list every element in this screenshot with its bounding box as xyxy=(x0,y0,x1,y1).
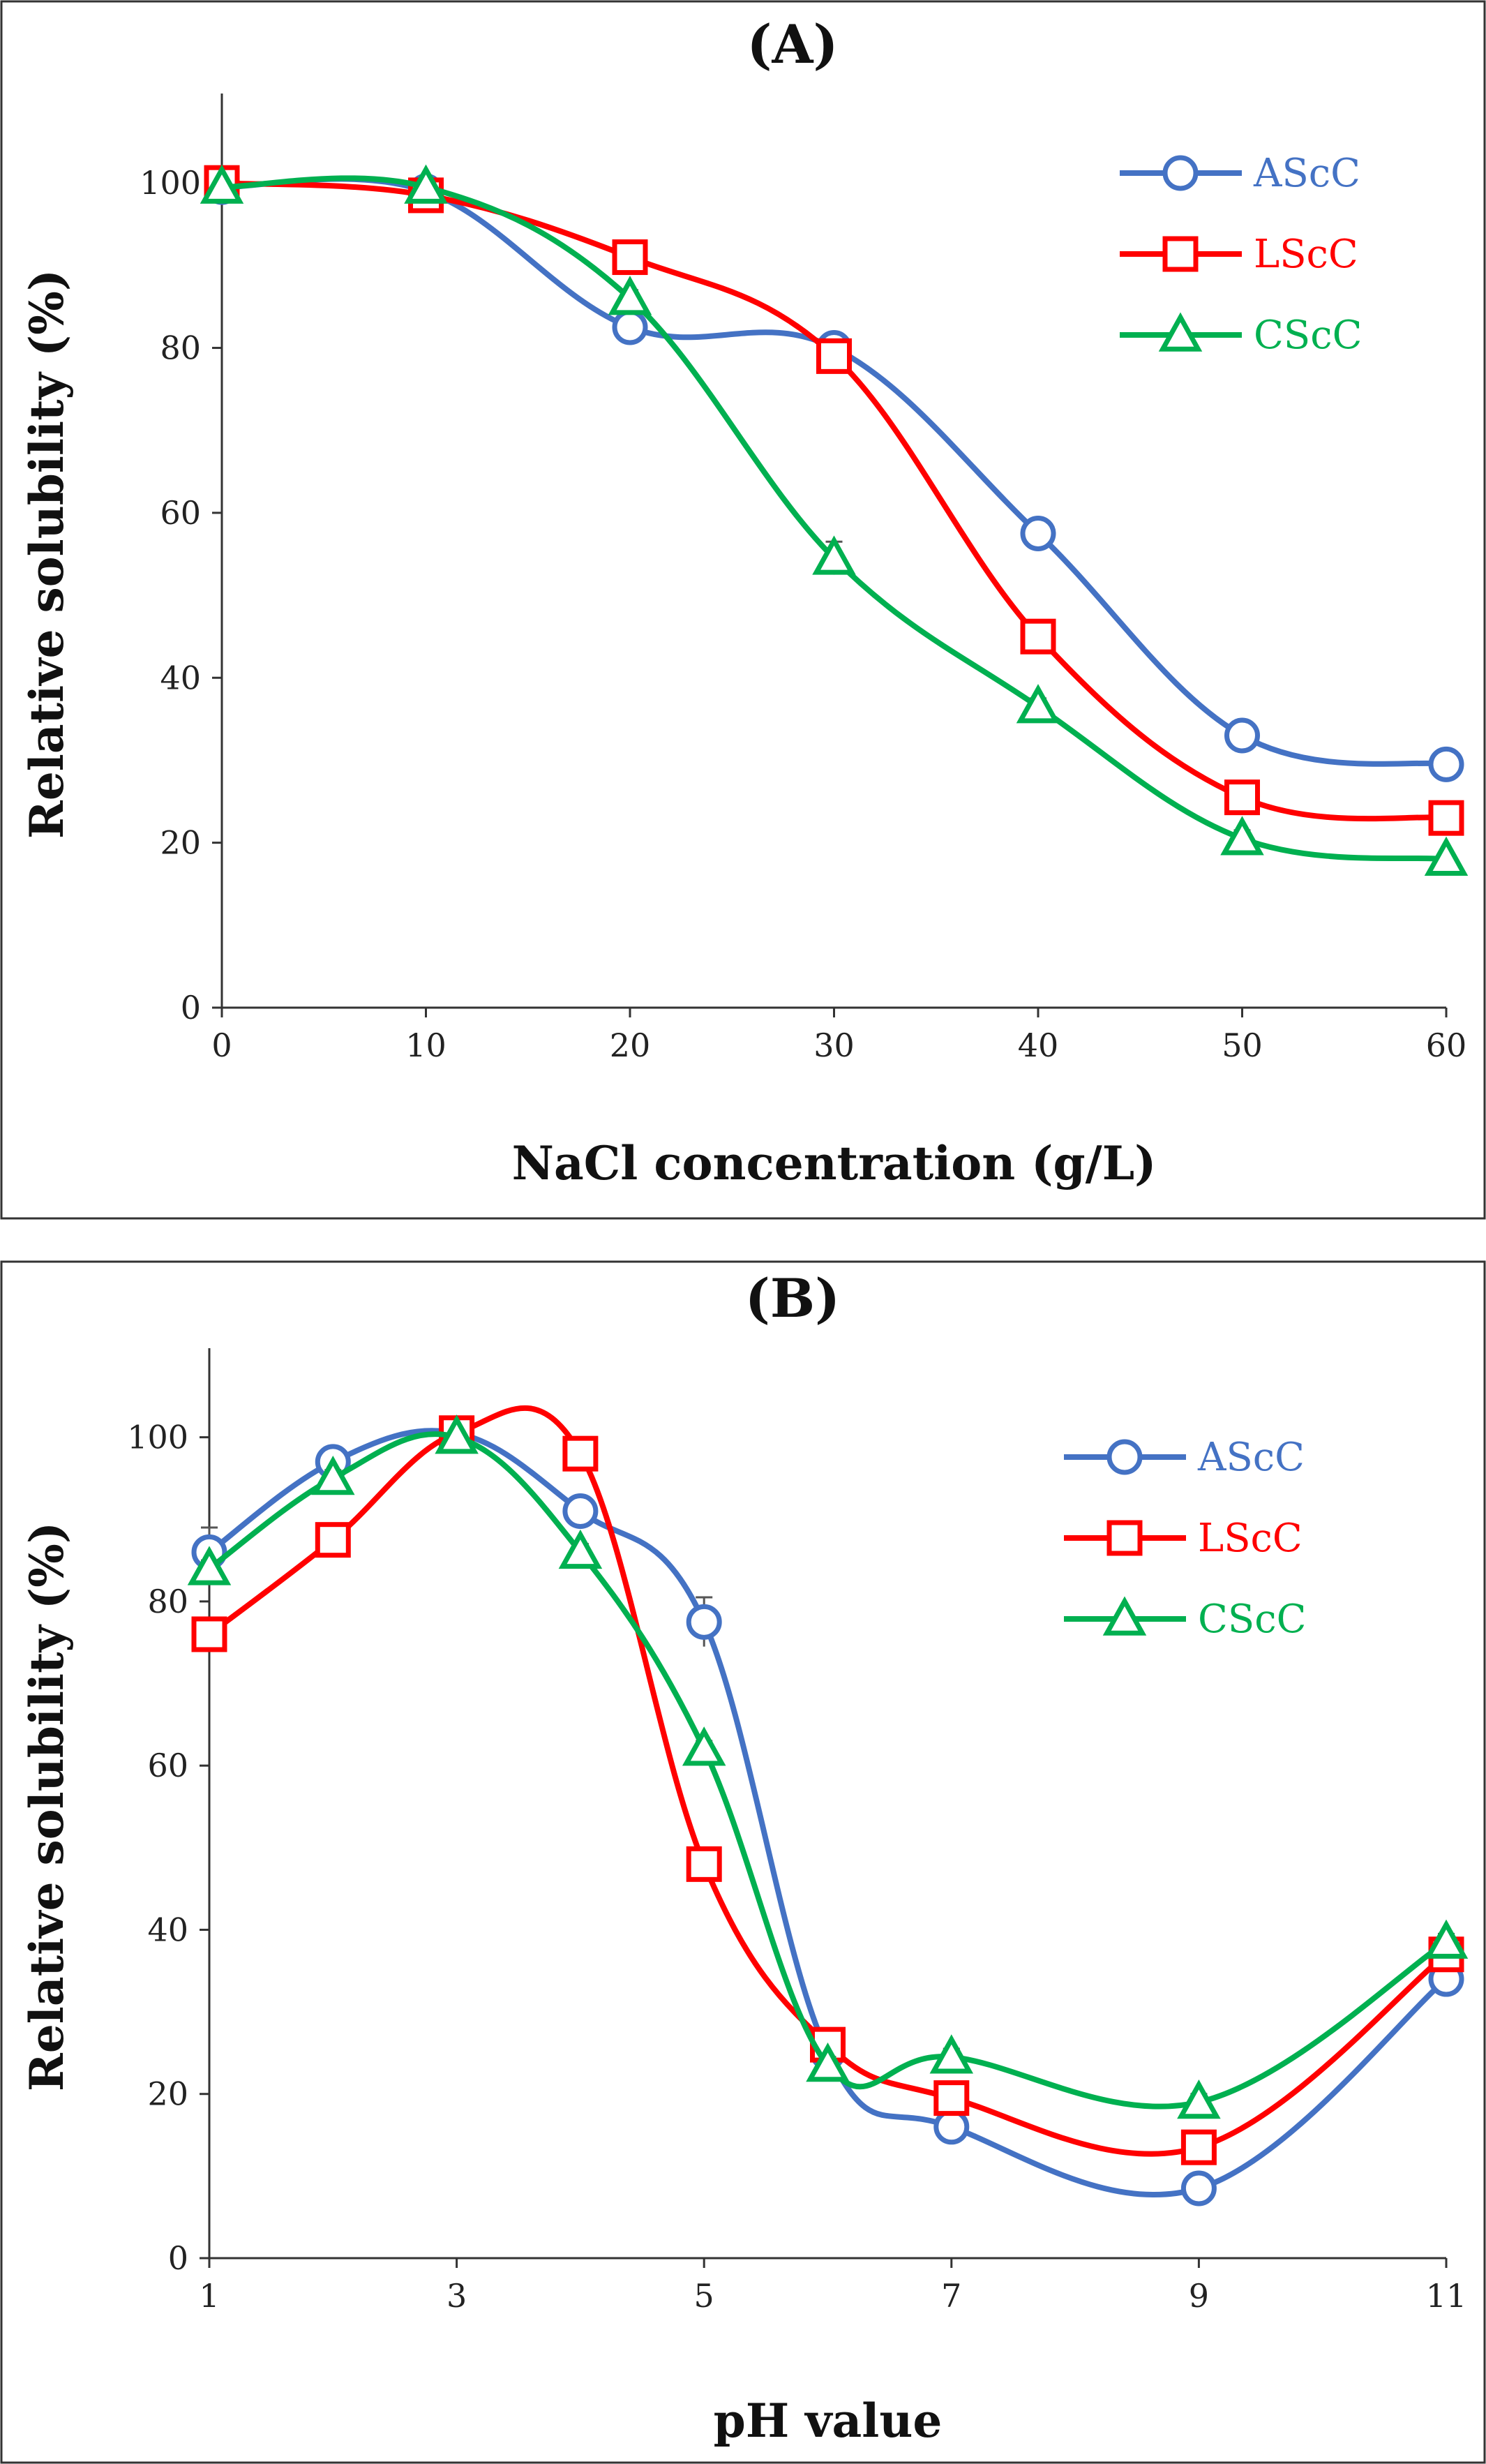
y-tick-label: 100 xyxy=(140,164,201,202)
legend-label-CScC: CScC xyxy=(1198,1597,1306,1642)
y-axis-label: Relative solubility (%) xyxy=(20,1522,74,2091)
x-tick-label: 30 xyxy=(813,1026,855,1064)
data-point-AScC xyxy=(1224,717,1260,754)
data-point-CScC xyxy=(806,2043,850,2082)
x-tick-label: 7 xyxy=(941,2277,961,2315)
data-point-CScC xyxy=(812,535,856,575)
data-point-CScC xyxy=(1016,684,1060,724)
series-CScC xyxy=(187,1414,1469,2119)
legend-label-CScC: CScC xyxy=(1254,313,1362,358)
chart-panel-b: (B) 0 20 40 60 80 100 1 3 5 7 9 11 pH value Relative s… xyxy=(0,1260,1486,2464)
data-point-CScC xyxy=(435,1414,479,1454)
y-tick-label: 40 xyxy=(147,1911,188,1948)
data-point-CScC xyxy=(1424,1919,1469,1959)
legend-label-AScC: AScC xyxy=(1197,1435,1305,1480)
data-point-LScC xyxy=(1020,618,1056,655)
chart-panel-a: (A) 0 20 40 60 80 100 0 10 20 30 40 50 60 NaCl concent… xyxy=(0,0,1486,1220)
x-tick-label: 11 xyxy=(1426,2277,1467,2315)
data-point-LScC xyxy=(933,2080,970,2116)
y-tick-label: 60 xyxy=(160,494,201,532)
y-axis-label: Relative solubility (%) xyxy=(20,269,74,839)
data-point-CScC xyxy=(311,1455,355,1495)
y-tick-label: 80 xyxy=(147,1583,188,1620)
data-point-LScC xyxy=(686,1846,722,1882)
series-line-AScC xyxy=(207,1428,1448,2198)
data-point-CScC xyxy=(1177,2079,1221,2119)
x-tick-label: 50 xyxy=(1222,1026,1263,1064)
x-axis-label: NaCl concentration (g/L) xyxy=(512,1136,1157,1190)
data-point-AScC xyxy=(562,1493,599,1530)
y-tick-label: 0 xyxy=(168,2239,188,2277)
series-line-CScC xyxy=(221,175,1447,863)
data-point-AScC xyxy=(612,309,648,345)
legend-marker-LScC xyxy=(1106,1520,1143,1556)
data-point-CScC xyxy=(682,1726,726,1766)
legend-label-LScC: LScC xyxy=(1254,232,1358,277)
legend: AScC LScC CScC xyxy=(1120,151,1362,358)
data-point-CScC xyxy=(1220,816,1264,856)
data-point-AScC xyxy=(1020,515,1056,551)
data-point-LScC xyxy=(816,338,852,374)
y-tick-label: 20 xyxy=(160,824,201,862)
data-point-AScC xyxy=(1180,2170,1217,2207)
data-point-LScC xyxy=(191,1616,227,1652)
data-point-LScC xyxy=(1428,800,1464,836)
data-point-CScC xyxy=(608,276,652,315)
y-tick-label: 60 xyxy=(147,1747,188,1784)
data-point-AScC xyxy=(686,1604,722,1640)
data-point-CScC xyxy=(404,164,448,204)
panel-frame xyxy=(0,0,1486,1220)
x-tick-label: 20 xyxy=(610,1026,651,1064)
x-tick-label: 3 xyxy=(446,2277,467,2315)
y-tick-label: 20 xyxy=(147,2075,188,2113)
data-point-CScC xyxy=(929,2034,974,2074)
data-point-LScC xyxy=(315,1522,351,1558)
y-tick-label: 0 xyxy=(181,989,201,1026)
x-tick-label: 40 xyxy=(1018,1026,1059,1064)
legend-label-LScC: LScC xyxy=(1198,1516,1303,1561)
chart-title: (B) xyxy=(745,1267,840,1329)
legend: AScC LScC CScC xyxy=(1064,1435,1306,1642)
x-tick-label: 10 xyxy=(405,1026,446,1064)
data-point-CScC xyxy=(1424,836,1469,876)
x-tick-label: 0 xyxy=(211,1026,232,1064)
chart-title: (A) xyxy=(747,13,839,75)
data-point-CScC xyxy=(200,164,244,204)
data-point-AScC xyxy=(1428,746,1464,782)
legend-marker-AScC xyxy=(1162,155,1199,191)
legend-marker-CScC xyxy=(1102,1596,1147,1636)
data-point-LScC xyxy=(1180,2129,1217,2165)
y-tick-label: 40 xyxy=(160,659,201,696)
legend-marker-CScC xyxy=(1158,312,1203,352)
y-tick-label: 80 xyxy=(160,329,201,367)
data-point-LScC xyxy=(562,1435,599,1472)
x-tick-label: 5 xyxy=(694,2277,714,2315)
y-tick-label: 100 xyxy=(127,1419,188,1456)
series-CScC xyxy=(200,164,1469,876)
data-point-AScC xyxy=(933,2109,970,2145)
data-point-LScC xyxy=(1224,779,1260,816)
x-tick-label: 9 xyxy=(1189,2277,1209,2315)
data-point-LScC xyxy=(612,239,648,276)
legend-label-AScC: AScC xyxy=(1253,151,1360,196)
data-point-CScC xyxy=(558,1529,603,1569)
panel-frame xyxy=(0,1260,1486,2464)
x-tick-label: 1 xyxy=(199,2277,219,2315)
series-line-CScC xyxy=(207,1431,1448,2110)
series-line-LScC xyxy=(221,180,1447,822)
legend-marker-AScC xyxy=(1106,1439,1143,1475)
legend-marker-LScC xyxy=(1162,236,1199,272)
data-point-CScC xyxy=(187,1546,232,1585)
x-axis-label: pH value xyxy=(714,2394,943,2448)
x-tick-label: 60 xyxy=(1426,1026,1467,1064)
